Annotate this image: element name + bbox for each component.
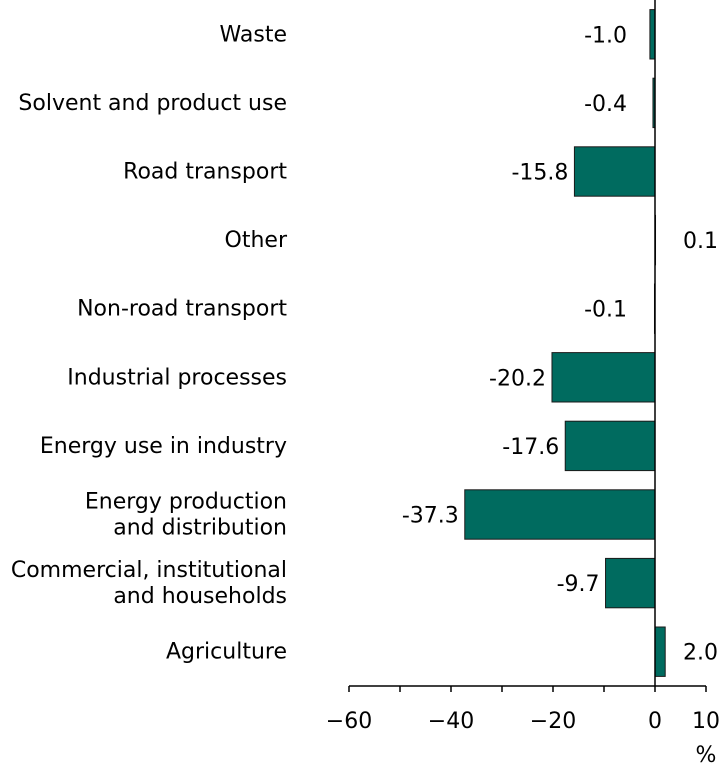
- bar-8: [605, 557, 656, 609]
- value-label-7: -37.3: [402, 504, 459, 529]
- x-tick-label-2: −40: [428, 709, 474, 734]
- x-tick-label-0: −60: [326, 709, 372, 734]
- bar-6: [564, 420, 656, 472]
- bar-2: [573, 146, 656, 197]
- value-label-5: -20.2: [489, 366, 546, 391]
- category-label-4: Non-road transport: [77, 297, 287, 322]
- bar-9: [654, 626, 666, 677]
- value-label-2: -15.8: [511, 161, 568, 186]
- value-label-0: -1.0: [584, 23, 627, 48]
- bar-0: [649, 9, 656, 60]
- bar-7: [464, 489, 656, 540]
- category-label-6: Energy use in industry: [40, 434, 287, 459]
- category-label-5: Industrial processes: [67, 365, 287, 390]
- value-label-6: -17.6: [502, 435, 559, 460]
- value-label-3: 0.1: [683, 229, 718, 254]
- value-label-9: 2.0: [683, 641, 718, 666]
- x-tick-label-4: −20: [530, 709, 576, 734]
- category-label-9: Agriculture: [166, 640, 287, 665]
- x-tick-label-7: 10: [692, 709, 720, 734]
- x-axis-unit-label: %: [696, 743, 717, 768]
- value-label-4: -0.1: [584, 298, 627, 323]
- category-label-1: Solvent and product use: [18, 91, 287, 116]
- category-label-8: Commercial, institutional and households: [11, 558, 287, 609]
- category-label-0: Waste: [220, 22, 287, 47]
- value-label-1: -0.4: [584, 92, 627, 117]
- category-label-3: Other: [225, 228, 288, 253]
- category-label-7: Energy production and distribution: [85, 490, 287, 541]
- category-label-2: Road transport: [123, 160, 287, 185]
- x-tick-label-6: 0: [648, 709, 662, 734]
- bar-5: [551, 352, 656, 403]
- value-label-8: -9.7: [557, 572, 600, 597]
